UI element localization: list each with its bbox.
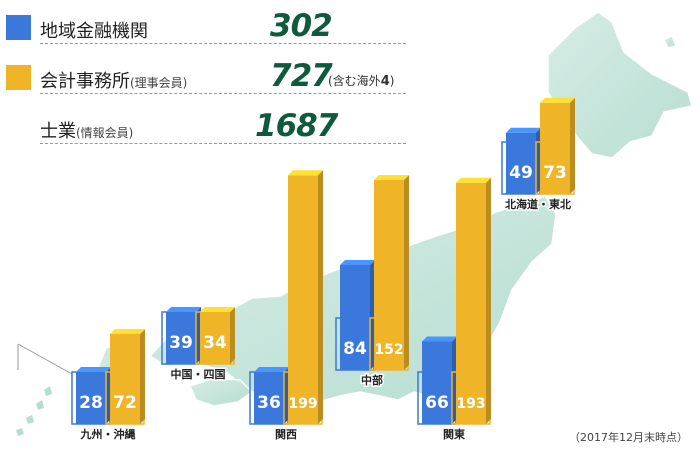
bar-value-label: 66 bbox=[425, 393, 449, 413]
region-group: 39 34 中国・四国 bbox=[161, 307, 235, 383]
bar-side bbox=[536, 127, 541, 194]
legend-accounting-swatch bbox=[6, 65, 31, 90]
region-group: 84 152 中部 bbox=[335, 175, 409, 389]
bar-side bbox=[140, 329, 145, 424]
bar-side bbox=[230, 307, 235, 364]
bar-top bbox=[110, 329, 145, 334]
bar-value-label: 34 bbox=[203, 333, 227, 353]
bar-top bbox=[288, 170, 323, 176]
bar-value-label: 152 bbox=[374, 342, 403, 358]
bar-top bbox=[374, 175, 409, 180]
bar-top bbox=[506, 127, 541, 133]
bar-top bbox=[540, 97, 575, 103]
bar-financial bbox=[340, 265, 370, 370]
region-label: 関西 bbox=[275, 428, 297, 441]
legend-accounting-note-num: 4 bbox=[380, 74, 390, 89]
region-group: 36 199 関西 bbox=[249, 170, 323, 443]
legend-financial-value: 302 bbox=[270, 8, 333, 44]
bar-value-label: 199 bbox=[288, 396, 317, 412]
region-label: 北海道・東北 bbox=[505, 197, 571, 211]
bar-accounting bbox=[540, 102, 570, 194]
bar-financial bbox=[166, 312, 196, 364]
bar-accounting bbox=[456, 182, 486, 424]
bar-side bbox=[284, 367, 289, 424]
region-group: 49 73 北海道・東北 bbox=[501, 97, 575, 213]
legend-accounting-note-suffix: ) bbox=[389, 74, 395, 88]
bar-side bbox=[452, 336, 457, 424]
bar-top bbox=[456, 177, 491, 183]
bar-value-label: 84 bbox=[343, 339, 367, 359]
bar-value-label: 49 bbox=[509, 163, 533, 183]
region-label: 関東 bbox=[443, 427, 466, 441]
bar-top bbox=[422, 336, 457, 342]
bar-side bbox=[570, 97, 575, 194]
legend-divider bbox=[40, 93, 406, 94]
bar-top bbox=[76, 367, 111, 372]
bar-side bbox=[486, 177, 491, 424]
legend-accounting-label: 会計事務所(理事会員) bbox=[40, 67, 187, 93]
region-label: 九州・沖縄 bbox=[80, 427, 136, 441]
bar-financial bbox=[254, 372, 284, 424]
bar-value-label: 36 bbox=[257, 393, 281, 413]
bar-financial bbox=[76, 372, 106, 424]
legend-divider bbox=[40, 43, 406, 44]
bar-accounting bbox=[374, 180, 404, 370]
bar-financial bbox=[422, 341, 452, 424]
region-group: 28 72 九州・沖縄 bbox=[71, 329, 145, 443]
bar-value-label: 73 bbox=[543, 163, 567, 183]
bar-financial bbox=[506, 132, 536, 194]
legend-accounting-sub: (理事会員) bbox=[130, 76, 188, 90]
bar-accounting bbox=[110, 334, 140, 424]
legend-accounting-name: 会計事務所 bbox=[40, 71, 130, 92]
legend-accounting-value: 727 bbox=[270, 58, 333, 94]
legend-shigyo-label: 士業(情報会員) bbox=[40, 117, 133, 143]
legend-accounting-note: (含む海外4) bbox=[328, 72, 394, 89]
bar-accounting bbox=[288, 175, 318, 424]
region-label: 中部 bbox=[361, 373, 383, 387]
bar-top bbox=[166, 307, 201, 312]
bar-value-label: 193 bbox=[456, 396, 485, 412]
bar-side bbox=[370, 260, 375, 370]
region-group: 66 193 関東 bbox=[417, 177, 491, 443]
bar-top bbox=[254, 367, 289, 372]
bar-top bbox=[340, 260, 375, 265]
ryukyu-islands bbox=[16, 386, 52, 436]
legend-financial-swatch bbox=[6, 15, 31, 40]
as-of-date: （2017年12月末時点） bbox=[569, 431, 688, 444]
bar-accounting bbox=[200, 312, 230, 364]
legend-financial-label: 地域金融機関 bbox=[40, 21, 148, 42]
bar-side bbox=[318, 170, 323, 424]
legend-shigyo-value: 1687 bbox=[255, 108, 338, 144]
legend-shigyo-name: 士業 bbox=[40, 121, 76, 142]
bar-value-label: 28 bbox=[79, 393, 103, 413]
region-bars: 28 72 九州・沖縄 39 34 中国・四国 36 199 関西 84 152 中部 66 193 関東 4… bbox=[71, 97, 575, 443]
legend-accounting-note-prefix: (含む海外 bbox=[328, 74, 381, 88]
bar-side bbox=[404, 175, 409, 370]
bar-value-label: 39 bbox=[169, 333, 193, 353]
okinawa-divider-line bbox=[17, 343, 73, 375]
bar-side bbox=[106, 367, 111, 424]
bar-top bbox=[200, 307, 235, 312]
legend-divider bbox=[40, 143, 406, 144]
bar-side bbox=[196, 307, 201, 364]
bar-value-label: 72 bbox=[113, 393, 137, 413]
region-label: 中国・四国 bbox=[171, 367, 226, 381]
legend-shigyo-sub: (情報会員) bbox=[76, 126, 134, 140]
